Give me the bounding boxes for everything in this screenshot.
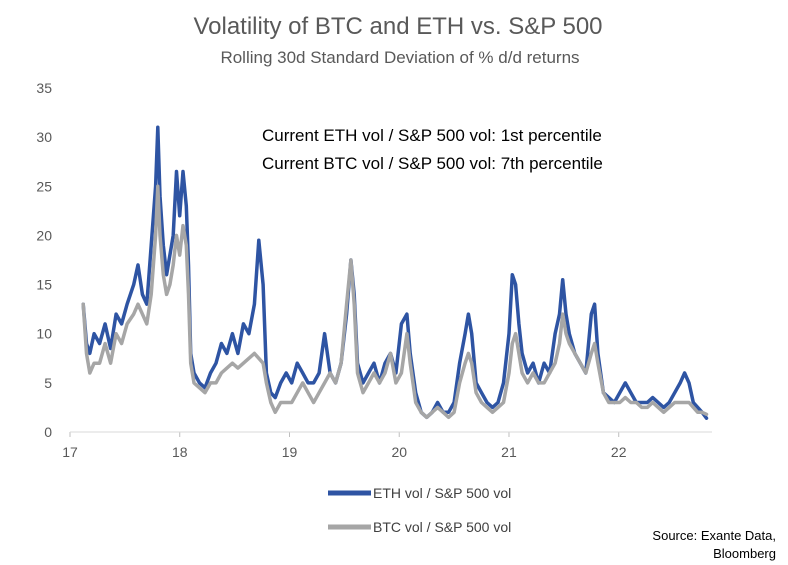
- eth-series-line: [81, 125, 709, 420]
- source-line-1: Source: Exante Data,: [652, 528, 776, 543]
- chart-title: Volatility of BTC and ETH vs. S&P 500: [193, 13, 602, 40]
- x-axis-ticks: 17 18 19 20 21 22: [62, 432, 627, 460]
- legend-label-eth: ETH vol / S&P 500 vol: [373, 485, 511, 501]
- btc-series-line: [81, 184, 709, 420]
- annotation-eth-percentile: Current ETH vol / S&P 500 vol: 1st perce…: [262, 126, 602, 145]
- y-tick-label: 0: [44, 424, 52, 440]
- y-tick-label: 5: [44, 375, 52, 391]
- legend-label-btc: BTC vol / S&P 500 vol: [373, 519, 511, 535]
- chart-subtitle: Rolling 30d Standard Deviation of % d/d …: [220, 48, 579, 67]
- y-tick-label: 10: [36, 326, 52, 342]
- y-tick-label: 35: [36, 80, 52, 96]
- x-tick-label: 17: [62, 444, 78, 460]
- annotation-btc-percentile: Current BTC vol / S&P 500 vol: 7th perce…: [262, 154, 603, 173]
- y-tick-label: 30: [36, 129, 52, 145]
- y-axis-ticks: 0 5 10 15 20 25 30 35: [36, 80, 52, 440]
- series-layer: [81, 125, 709, 420]
- source-line-2: Bloomberg: [713, 546, 776, 561]
- x-tick-label: 19: [282, 444, 298, 460]
- x-tick-label: 22: [611, 444, 627, 460]
- y-tick-label: 15: [36, 277, 52, 293]
- y-tick-label: 25: [36, 178, 52, 194]
- x-tick-label: 20: [391, 444, 407, 460]
- x-tick-label: 21: [501, 444, 517, 460]
- y-tick-label: 20: [36, 227, 52, 243]
- x-tick-label: 18: [172, 444, 188, 460]
- legend: ETH vol / S&P 500 vol BTC vol / S&P 500 …: [328, 485, 511, 535]
